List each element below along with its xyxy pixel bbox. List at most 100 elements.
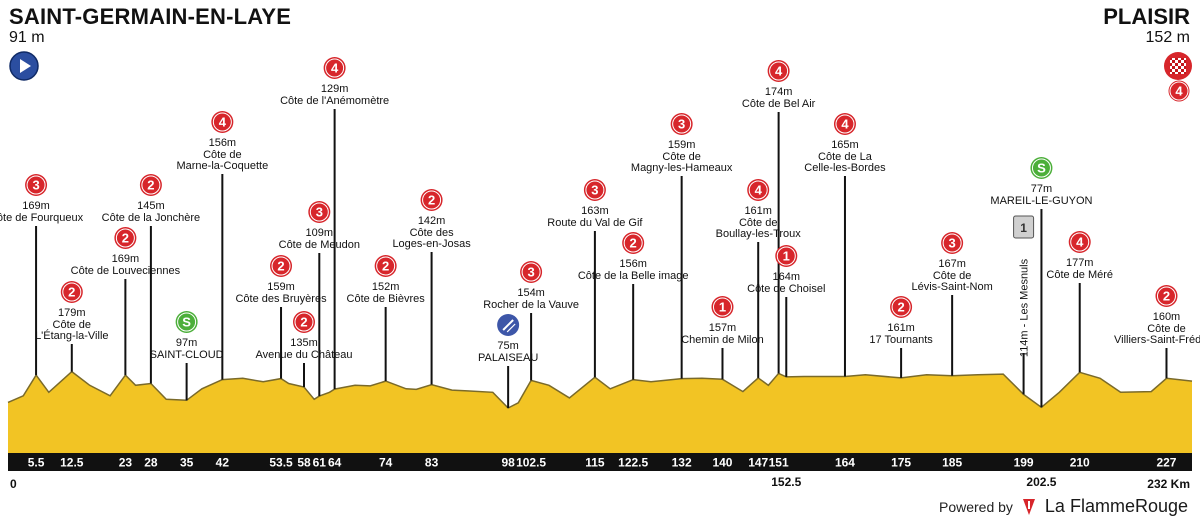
climb-category: 2: [1163, 289, 1170, 304]
climb-badge-ring: [376, 256, 396, 276]
finish-town-name: PLAISIR: [1103, 4, 1190, 29]
climb-name: 17 Tournants: [869, 334, 933, 346]
km-tick-label: 42: [216, 456, 230, 470]
climb-badge-ring: [585, 180, 605, 200]
climb-badge-ring: [776, 246, 796, 266]
climb-category: 4: [841, 117, 849, 132]
climb-badge: [941, 232, 964, 254]
rotated-climb-label: 114m - Les Mesnuls: [1019, 258, 1031, 357]
km-tick-label: 227: [1156, 456, 1176, 470]
climb-altitude: 77m: [1031, 183, 1052, 195]
powered-by-footer: Powered by La FlammeRouge: [939, 496, 1188, 517]
climb-category: 2: [147, 178, 154, 193]
finish-climb-badge: 4: [1168, 80, 1190, 102]
climb-badge-ring: [712, 297, 732, 317]
km-tick-label: 5.5: [28, 456, 45, 470]
climb-altitude: 164m: [773, 271, 801, 283]
climb-category: 2: [68, 285, 75, 300]
climb-badge-ring: [748, 180, 768, 200]
climb-altitude: 109m: [306, 227, 334, 239]
climb-marker-199: 1 114m - Les Mesnuls: [1013, 215, 1035, 357]
feed-zone-stripe: [506, 323, 516, 333]
powered-by-label: Powered by: [938, 498, 1013, 515]
climb-badge-ring: [1156, 286, 1176, 306]
climb-name: Route du Val de Gif: [547, 217, 643, 229]
climb-altitude: 165m: [831, 139, 859, 151]
climb-badge: [583, 179, 606, 201]
climb-badge-ring: [623, 233, 643, 253]
climb-badge: [25, 174, 48, 196]
climb-name: Marne-la-Coquette: [176, 160, 268, 172]
climb-category: 1: [719, 300, 726, 315]
climb-name: Côte de Fourqueux: [0, 212, 84, 224]
climb-category: 2: [382, 259, 389, 274]
climb-name: Côte de Choisel: [747, 283, 825, 295]
climb-altitude: 177m: [1066, 257, 1094, 269]
climb-badge: [293, 311, 315, 333]
climb-badge-ring: [422, 190, 442, 210]
climb-category: 2: [897, 300, 904, 315]
km-bar: [8, 453, 1192, 471]
climb-category: 2: [300, 315, 307, 330]
climb-badge: [622, 232, 645, 254]
climb-name: Côte de Meudon: [279, 239, 360, 251]
km-tick-label: 140: [712, 456, 732, 470]
climb-name: SAINT-CLOUD: [150, 349, 224, 361]
sprint-letter: S: [182, 315, 191, 330]
climb-badge: [747, 179, 770, 201]
climb-altitude: 174m: [765, 86, 793, 98]
feed-zone-stripe: [502, 319, 514, 331]
climb-badge-ring: [835, 114, 855, 134]
km-tick-label: 185: [942, 456, 962, 470]
climb-name: Celle-les-Bordes: [804, 162, 886, 174]
climb-badge: [374, 255, 397, 277]
km-tick-label: 132: [672, 456, 692, 470]
climb-name: Loges-en-Josas: [392, 238, 471, 250]
climb-name: Côte de: [662, 151, 701, 163]
km-tick-label: 83: [425, 456, 439, 470]
climb-category: 2: [122, 231, 129, 246]
start-play-icon: [9, 51, 39, 81]
climb-badge-ring: [115, 228, 135, 248]
climb-badge-ring: [1070, 232, 1090, 252]
climb-name: MAREIL-LE-GUYON: [990, 195, 1092, 207]
finish-climb-cat: 4: [1175, 84, 1183, 99]
climb-name: Côte de Louveciennes: [71, 265, 181, 277]
climb-altitude: 152m: [372, 281, 400, 293]
climb-name: L'Étang-la-Ville: [35, 329, 108, 342]
climb-name: Côte de: [53, 319, 92, 331]
climb-badge-ring: [294, 312, 314, 332]
climb-altitude: 169m: [22, 200, 50, 212]
km-tick-label: 98: [501, 456, 515, 470]
climb-altitude: 142m: [418, 215, 446, 227]
climb-badge: [1155, 285, 1178, 307]
climb-category: 2: [428, 193, 435, 208]
km-tick-label: 164: [835, 456, 855, 470]
climb-category: 4: [331, 61, 339, 76]
climb-badge: [1068, 231, 1091, 253]
km-tick-label: 64: [328, 456, 342, 470]
climb-name: Côte de: [933, 270, 972, 282]
climb-altitude: 179m: [58, 307, 86, 319]
km-tick-label: 35: [180, 456, 194, 470]
climb-badge: [420, 189, 443, 211]
km-tick-label: 23: [119, 456, 133, 470]
climb-altitude: 159m: [267, 281, 295, 293]
climb-altitude: 145m: [137, 200, 165, 212]
axis-start-label: 0: [10, 477, 17, 491]
climb-badge: [270, 255, 293, 277]
flamme-rouge-logo-icon: [1022, 498, 1035, 515]
climb-name: Chemin de Milon: [681, 334, 764, 346]
